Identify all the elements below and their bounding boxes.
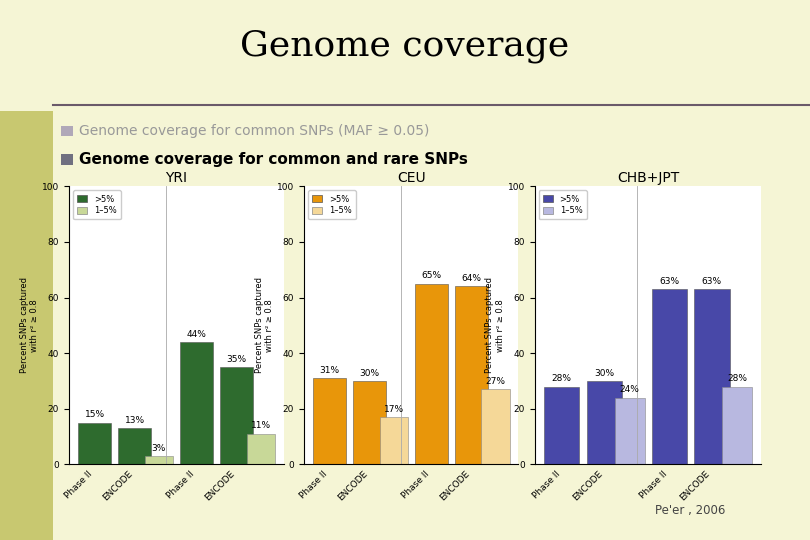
Text: 28%: 28%	[552, 374, 572, 383]
Bar	[455, 286, 488, 464]
Bar	[380, 417, 408, 464]
Title: CEU: CEU	[397, 171, 425, 185]
Text: 17%: 17%	[384, 405, 404, 414]
Bar	[118, 428, 151, 464]
Text: 30%: 30%	[360, 369, 380, 377]
Legend: >5%, 1–5%: >5%, 1–5%	[308, 191, 356, 219]
Text: 64%: 64%	[462, 274, 482, 283]
Y-axis label: Percent SNPs captured
with r² ≥ 0.8: Percent SNPs captured with r² ≥ 0.8	[19, 278, 39, 373]
Text: Genome coverage for common SNPs (MAF ≥ 0.05): Genome coverage for common SNPs (MAF ≥ 0…	[79, 124, 429, 138]
Text: 31%: 31%	[319, 366, 339, 375]
Legend: >5%, 1–5%: >5%, 1–5%	[73, 191, 121, 219]
Text: 63%: 63%	[659, 277, 680, 286]
Bar	[586, 381, 622, 464]
Bar	[180, 342, 213, 464]
Text: 44%: 44%	[186, 330, 207, 339]
Bar	[0, 111, 53, 540]
Text: 27%: 27%	[486, 377, 505, 386]
Bar	[723, 387, 752, 464]
Text: 11%: 11%	[250, 422, 271, 430]
Title: YRI: YRI	[165, 171, 187, 185]
Legend: >5%, 1–5%: >5%, 1–5%	[539, 191, 586, 219]
Text: 24%: 24%	[620, 386, 640, 394]
Bar	[61, 154, 73, 165]
Bar	[415, 284, 448, 464]
Text: 63%: 63%	[701, 277, 722, 286]
Text: 28%: 28%	[727, 374, 748, 383]
Bar	[694, 289, 730, 464]
Bar	[615, 397, 645, 464]
Bar	[78, 423, 111, 464]
Text: 35%: 35%	[227, 355, 247, 364]
Text: 3%: 3%	[151, 444, 166, 453]
Text: 13%: 13%	[125, 416, 145, 425]
Text: Genome coverage for common and rare SNPs: Genome coverage for common and rare SNPs	[79, 152, 467, 167]
Bar	[544, 387, 579, 464]
Bar	[246, 434, 275, 464]
Text: 15%: 15%	[84, 410, 104, 420]
Text: 65%: 65%	[421, 271, 441, 280]
Text: Genome coverage: Genome coverage	[241, 29, 569, 63]
Bar	[61, 126, 73, 136]
Bar	[652, 289, 687, 464]
Bar	[313, 378, 346, 464]
Text: Pe'er , 2006: Pe'er , 2006	[654, 504, 725, 517]
Bar	[220, 367, 254, 464]
Bar	[353, 381, 386, 464]
Text: 30%: 30%	[595, 369, 614, 377]
Bar	[481, 389, 509, 464]
Bar	[145, 456, 173, 464]
Y-axis label: Percent SNPs captured
with r² ≥ 0.8: Percent SNPs captured with r² ≥ 0.8	[485, 278, 505, 373]
Title: CHB+JPT: CHB+JPT	[617, 171, 679, 185]
Y-axis label: Percent SNPs captured
with r² ≥ 0.8: Percent SNPs captured with r² ≥ 0.8	[254, 278, 274, 373]
